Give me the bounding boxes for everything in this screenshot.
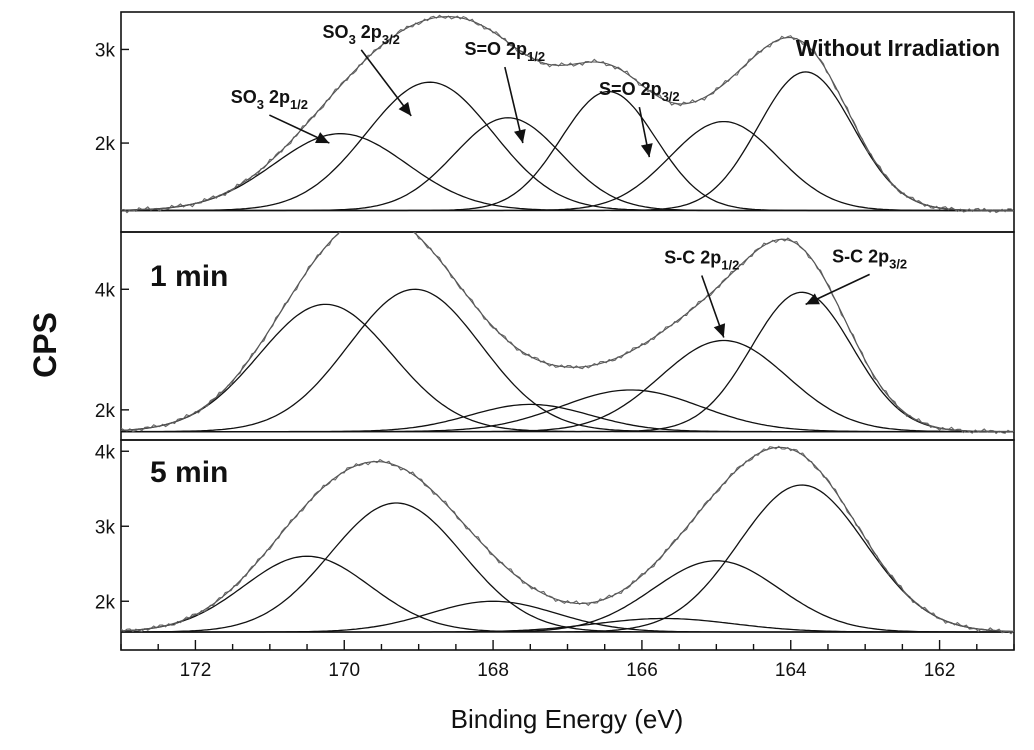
annotation-label: S=O 2p3/2 xyxy=(599,79,680,104)
component-peak-6 xyxy=(121,71,1014,212)
y-tick-label: 2k xyxy=(95,592,116,613)
y-tick-label: 2k xyxy=(95,134,116,155)
panel-0: 2k 3k Without Irradiation SO3 2p1/2 SO3 2p3/… xyxy=(95,11,1015,233)
component-peak-2 xyxy=(121,288,1014,433)
panel-label: 1 min xyxy=(150,260,228,293)
fit-envelope xyxy=(121,446,1014,633)
peak-annotation: S-C 2p1/2 xyxy=(664,248,739,338)
peak-annotation: SO3 2p3/2 xyxy=(323,22,412,117)
x-tick-label: 170 xyxy=(328,660,360,681)
x-tick-label: 172 xyxy=(180,660,212,681)
peak-annotation: S=O 2p1/2 xyxy=(465,39,546,144)
component-peak-2 xyxy=(121,502,1014,633)
y-tick-label: 3k xyxy=(95,517,116,538)
peak-annotation: S=O 2p3/2 xyxy=(599,79,680,158)
x-tick-label: 164 xyxy=(775,660,807,681)
panel-label: 5 min xyxy=(150,456,228,489)
component-peak-5 xyxy=(121,560,1014,633)
arrowhead xyxy=(713,323,726,338)
arrowhead xyxy=(315,132,330,144)
arrowhead xyxy=(805,293,820,305)
annotation-arrow xyxy=(360,49,412,117)
component-peak-6 xyxy=(121,291,1014,433)
component-peak-1 xyxy=(121,555,1014,633)
x-tick-label: 162 xyxy=(924,660,956,681)
panel-plot xyxy=(121,445,1014,635)
y-tick-label: 3k xyxy=(95,40,116,61)
component-peak-1 xyxy=(121,303,1014,433)
annotation-label: S-C 2p1/2 xyxy=(664,248,739,273)
y-tick-label: 2k xyxy=(95,401,116,422)
component-peak-4 xyxy=(121,389,1014,433)
arrowhead xyxy=(398,101,412,116)
panel-1: 2k 4k 1 min S-C 2p1/2 S-C 2p3/2 xyxy=(95,231,1015,441)
panel-plot xyxy=(121,14,1014,214)
annotation-label: SO3 2p1/2 xyxy=(231,87,308,112)
x-tick-label: 166 xyxy=(626,660,658,681)
measured-spectrum xyxy=(121,445,1014,635)
panel-label: Without Irradiation xyxy=(796,35,1000,61)
peak-annotation: SO3 2p1/2 xyxy=(231,87,330,144)
component-peak-3 xyxy=(121,117,1014,212)
y-axis-title: CPS xyxy=(27,312,63,378)
x-tick-label: 168 xyxy=(477,660,509,681)
annotation-label: S-C 2p3/2 xyxy=(832,246,907,271)
fit-envelope xyxy=(121,16,1014,212)
annotation-arrow xyxy=(504,66,524,144)
annotation-label: SO3 2p3/2 xyxy=(323,22,400,47)
component-peak-6 xyxy=(121,484,1014,633)
y-tick-label: 4k xyxy=(95,442,116,463)
arrowhead xyxy=(640,143,653,158)
panel-plot xyxy=(121,232,1014,435)
arrowhead xyxy=(514,129,526,144)
component-peak-4 xyxy=(121,90,1014,212)
y-tick-label: 4k xyxy=(95,280,116,301)
x-axis-title: Binding Energy (eV) xyxy=(451,704,684,734)
fit-envelope xyxy=(121,232,1014,433)
annotation-label: S=O 2p1/2 xyxy=(465,39,546,64)
peak-annotation: S-C 2p3/2 xyxy=(805,246,907,306)
panel-2: 2k 3k 4k 5 min xyxy=(95,439,1015,651)
